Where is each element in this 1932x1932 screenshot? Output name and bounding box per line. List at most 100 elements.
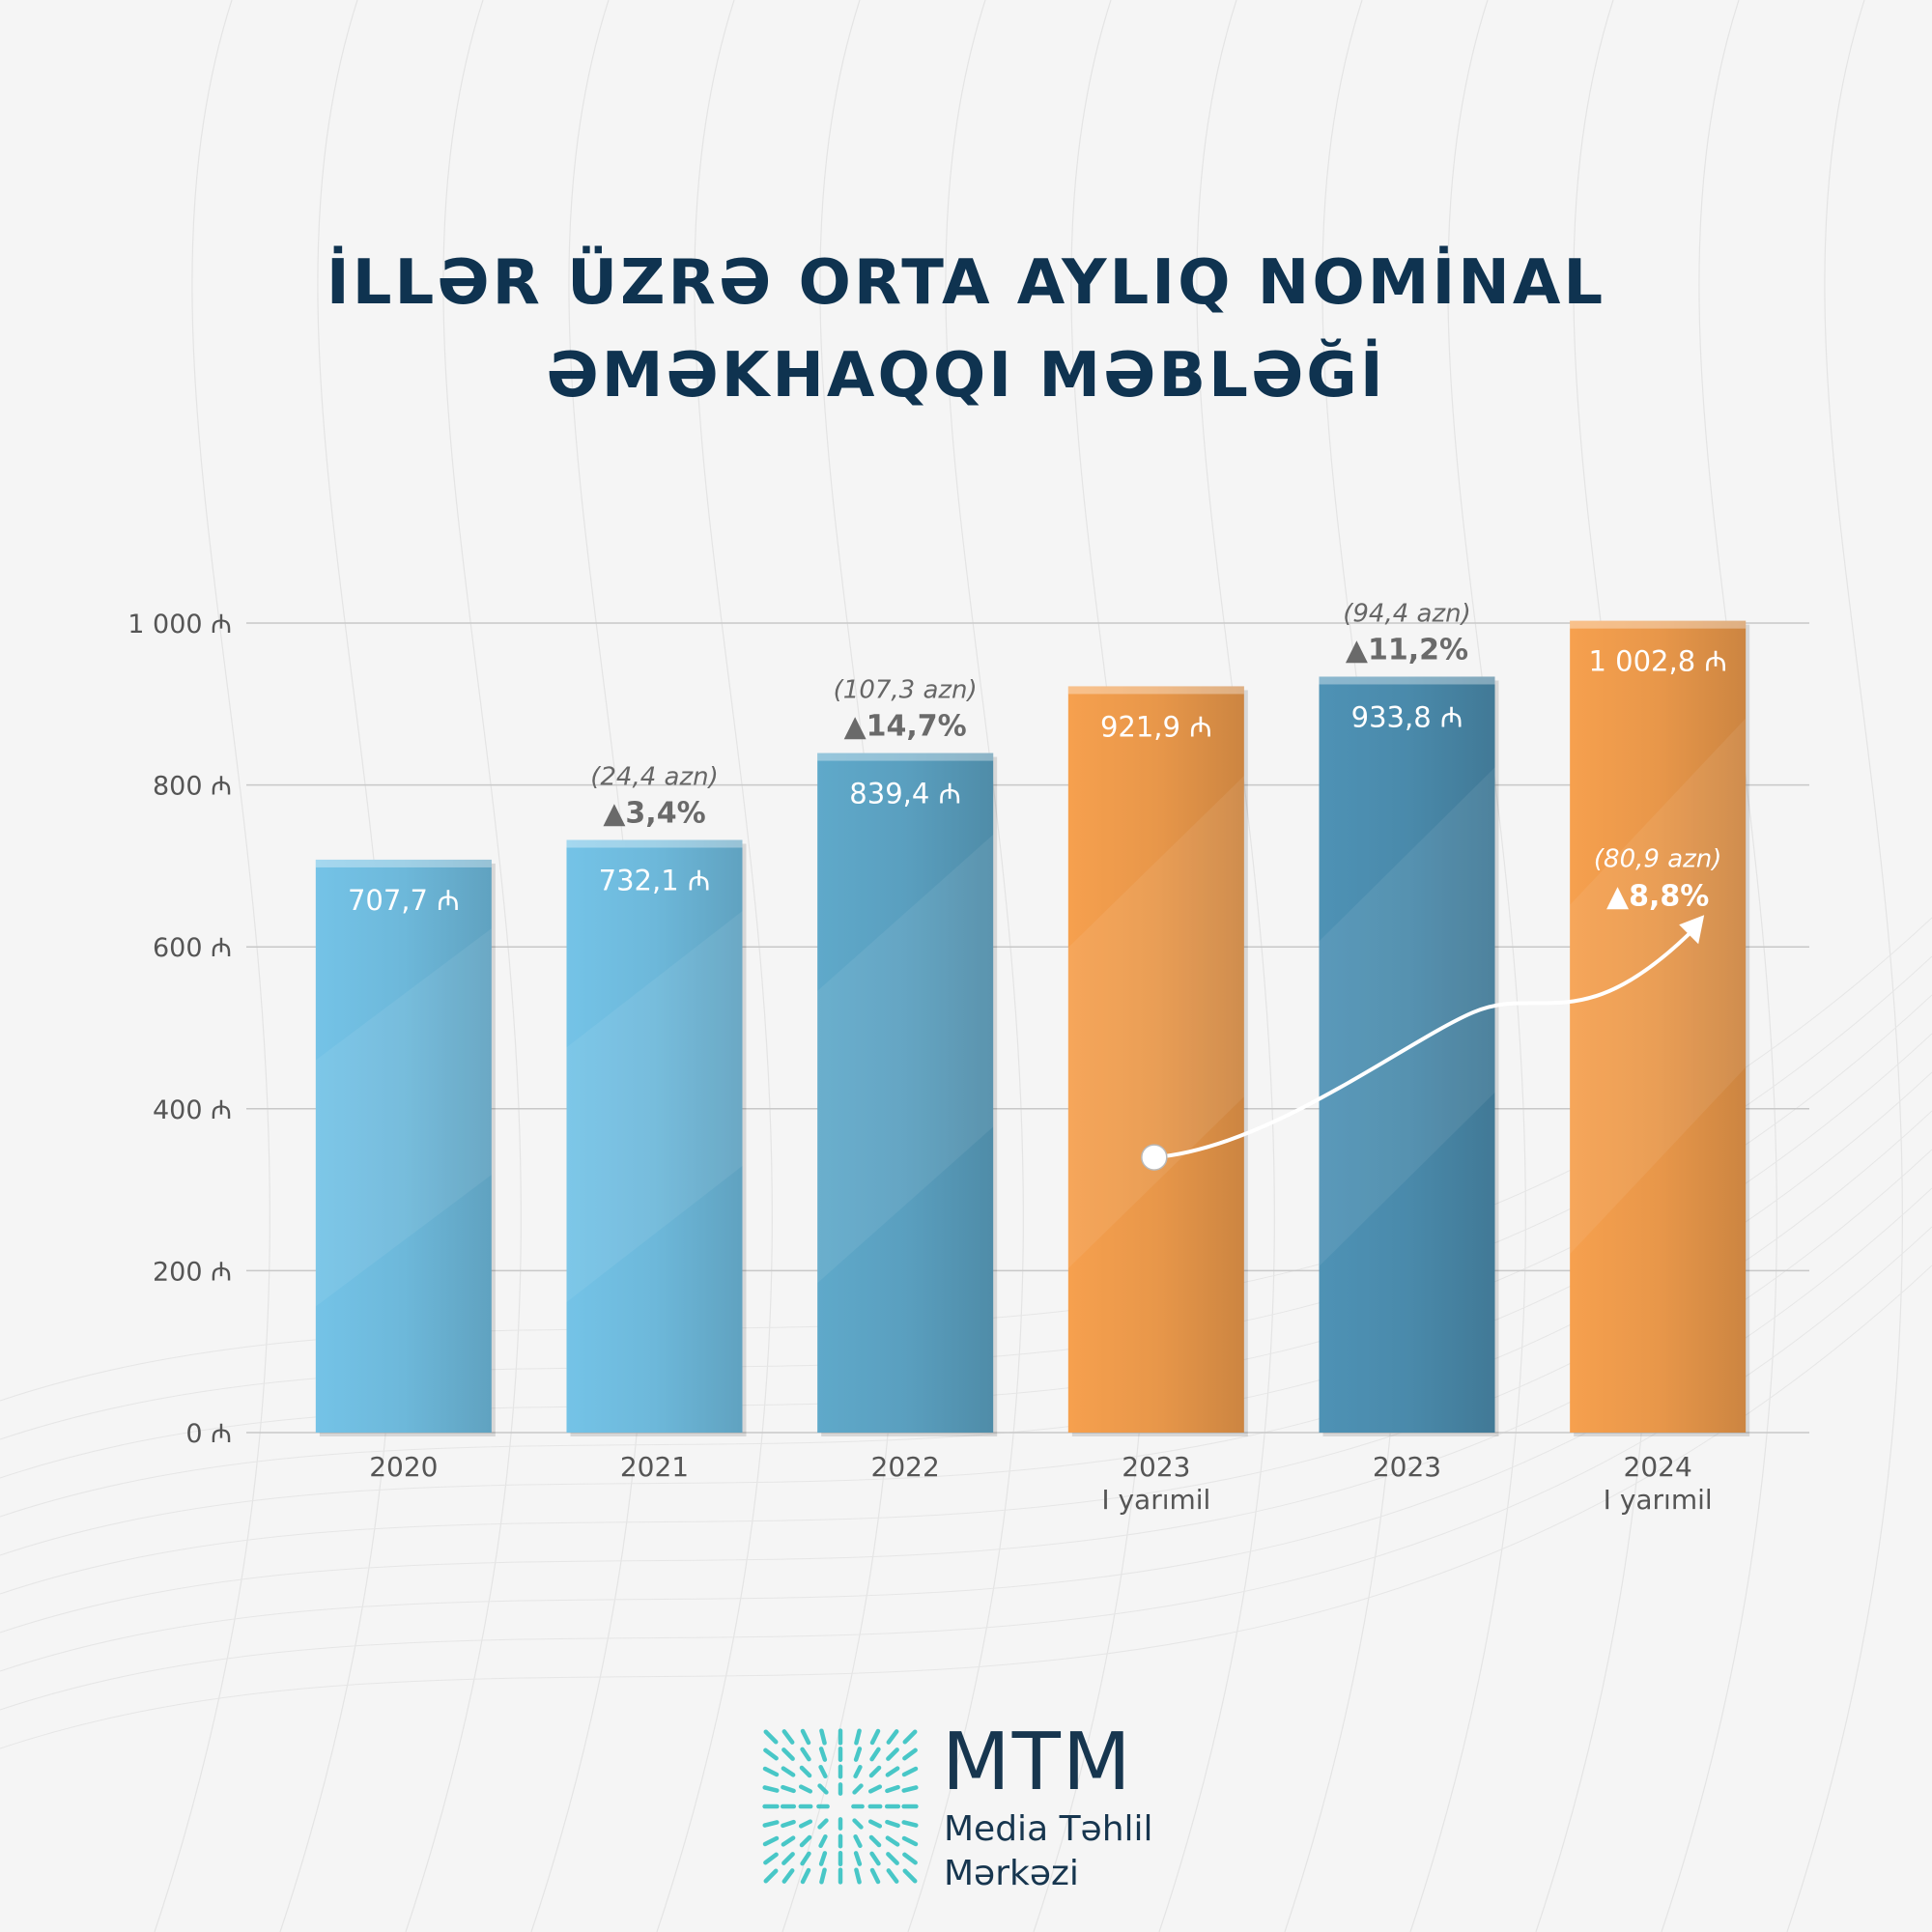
background-curve	[1661, 0, 1777, 1932]
growth-percent-label: ▲8,8%	[1606, 880, 1709, 914]
logo-dash	[902, 1729, 918, 1745]
logo-dash	[781, 1747, 795, 1761]
logo-dash	[902, 1852, 918, 1865]
bar	[566, 839, 743, 1433]
logo-dash	[818, 1851, 828, 1866]
logo-dash	[869, 1867, 881, 1885]
logo-dash	[853, 1833, 863, 1849]
logo-dash	[800, 1728, 811, 1746]
logo-dash	[800, 1851, 811, 1866]
logo-dash	[762, 1820, 780, 1828]
bar-top-highlight	[817, 753, 994, 761]
bar	[1067, 686, 1244, 1433]
logo-dash	[781, 1784, 796, 1794]
background-curve	[656, 0, 773, 1932]
chart-title: İLLƏR ÜZRƏ ORTA AYLIQ NOMİNAL ƏMƏKHAQQI …	[0, 237, 1932, 422]
x-tick-label: 2023	[1122, 1451, 1190, 1483]
logo-dash	[853, 1851, 863, 1866]
comparison-arrow	[1153, 924, 1698, 1160]
bar	[1319, 676, 1495, 1433]
y-tick-label: 1 000 ₼	[128, 610, 232, 639]
logo-dash	[867, 1819, 883, 1829]
logo-dash	[886, 1747, 899, 1761]
logo-dash	[817, 1818, 829, 1830]
logo-dash	[854, 1728, 862, 1746]
arrow-start-dot	[1141, 1144, 1168, 1171]
bar	[315, 859, 492, 1433]
y-tick-label: 400 ₼	[153, 1095, 232, 1125]
logo-dash	[763, 1868, 779, 1884]
logo-dash	[853, 1747, 863, 1762]
background-curve	[907, 0, 1024, 1932]
bar-value-label: 839,4 ₼	[849, 778, 961, 810]
logo-dash	[781, 1729, 795, 1745]
logo-dash	[763, 1747, 779, 1761]
x-tick-label: I yarımil	[1101, 1484, 1210, 1516]
logo-dash	[798, 1819, 813, 1829]
bar-top-highlight	[1067, 686, 1244, 695]
logo-dash	[901, 1835, 919, 1847]
y-tick-label: 600 ₼	[153, 933, 232, 963]
logo-burst-icon	[762, 1728, 919, 1885]
bar-value-label: 707,7 ₼	[348, 884, 460, 917]
growth-percent-label: ▲11,2%	[1346, 633, 1468, 667]
bar-sheen	[1067, 776, 1244, 1269]
background-curve	[530, 0, 647, 1932]
bar-sheen	[1319, 767, 1495, 1266]
logo-dash	[762, 1835, 780, 1847]
logo-dash	[901, 1785, 919, 1793]
mtm-logo: MTM Media Təhlil Mərkəzi	[753, 1717, 1198, 1918]
background-curve	[1409, 0, 1526, 1932]
logo-dash	[819, 1867, 827, 1885]
logo-dash	[885, 1819, 900, 1829]
logo-dash	[781, 1819, 796, 1829]
bar-sheen	[1570, 718, 1747, 1255]
logo-dash	[818, 1833, 828, 1849]
growth-amount-label: (80,9 azn)	[1594, 845, 1722, 874]
logo-subtitle-line-2: Mərkəzi	[944, 1854, 1079, 1893]
logo-dash	[781, 1835, 796, 1847]
bar-top-highlight	[1570, 620, 1747, 629]
logo-dash	[869, 1851, 881, 1866]
logo-dash	[902, 1868, 918, 1884]
logo-dash	[781, 1852, 795, 1865]
logo-dash	[885, 1784, 900, 1794]
bar-top-highlight	[315, 859, 492, 867]
logo-dash	[817, 1783, 829, 1795]
background-curve	[1786, 0, 1903, 1932]
bar-value-label: 1 002,8 ₼	[1588, 645, 1726, 678]
logo-dash	[763, 1729, 779, 1745]
background-curve	[0, 1264, 1932, 1749]
bar	[817, 753, 994, 1433]
logo-dash	[799, 1765, 812, 1778]
logo-dash	[869, 1728, 881, 1746]
logo-dash	[868, 1834, 882, 1848]
growth-percent-label: ▲14,7%	[844, 710, 967, 744]
background-curve	[0, 1226, 1932, 1711]
logo-dash	[886, 1729, 899, 1745]
x-tick-label: 2023	[1373, 1451, 1441, 1483]
logo-dash	[886, 1868, 899, 1884]
bar-value-label: 732,1 ₼	[599, 865, 711, 897]
x-tick-label: I yarımil	[1604, 1484, 1713, 1516]
logo-dash	[798, 1784, 813, 1794]
logo-dash	[781, 1766, 796, 1777]
x-tick-label: 2024	[1624, 1451, 1692, 1483]
bar-value-label: 933,8 ₼	[1351, 700, 1463, 733]
bar-top-highlight	[1319, 676, 1495, 685]
y-tick-label: 200 ₼	[153, 1257, 232, 1287]
bar	[1570, 620, 1747, 1433]
bar-sheen	[315, 928, 492, 1307]
logo-dash	[818, 1764, 828, 1779]
logo-dash	[762, 1766, 780, 1777]
background-curve	[279, 0, 396, 1932]
logo-dash	[852, 1783, 864, 1795]
bar-value-label: 921,9 ₼	[1100, 710, 1212, 743]
bar-sheen	[566, 911, 743, 1303]
y-tick-label: 800 ₼	[153, 772, 232, 802]
logo-dash	[819, 1728, 827, 1746]
background-curve	[1158, 0, 1275, 1932]
logo-dash	[852, 1818, 864, 1830]
y-tick-label: 0 ₼	[185, 1419, 232, 1449]
